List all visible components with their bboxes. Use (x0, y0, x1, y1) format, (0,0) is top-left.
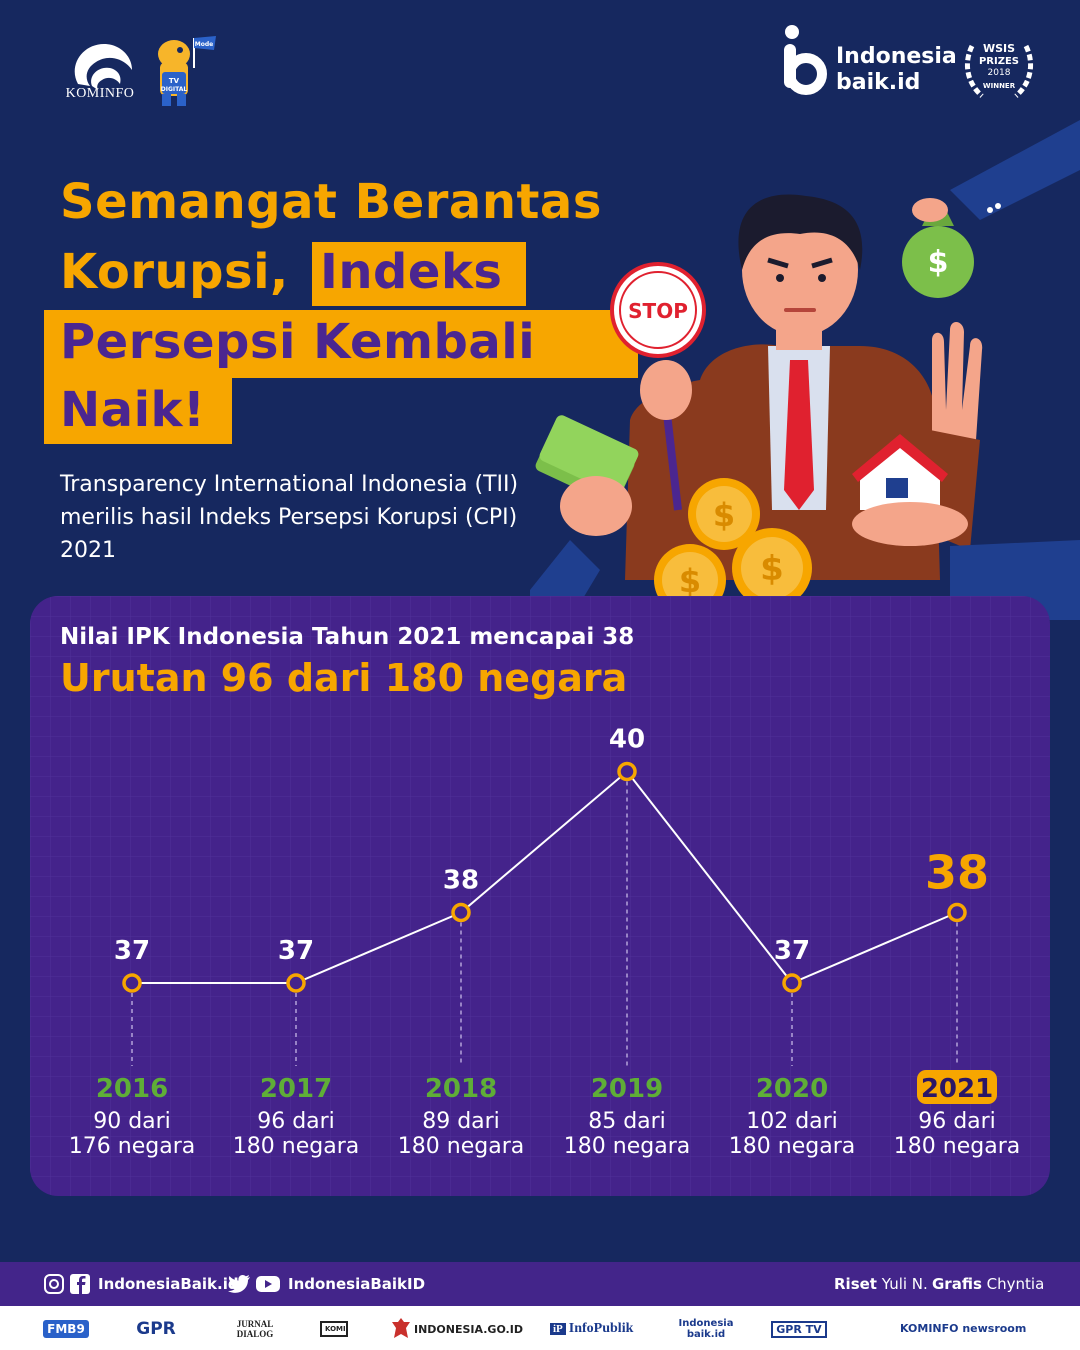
credit-riset-name: Yuli N. (881, 1275, 928, 1293)
brand-wordmark: Indonesia baik.id (836, 44, 957, 96)
footer-bar (0, 1262, 1080, 1306)
credit-grafis-name: Chyntia (986, 1275, 1045, 1293)
title-line-4: Naik! (60, 382, 206, 438)
instagram-facebook-icons (44, 1274, 90, 1294)
kominfo-logo-icon (74, 44, 132, 90)
raised-hand (932, 321, 983, 455)
partner-strip (0, 1306, 1080, 1350)
indonesiabaik-logo-icon (784, 25, 827, 95)
title-highlight-3 (44, 378, 232, 444)
award-text-4: WINNER (983, 82, 1016, 90)
credit-grafis-label: Grafis (932, 1275, 982, 1293)
partner-kominfo: KOMINFO (318, 1314, 350, 1344)
garuda-emblem-icon (392, 1318, 410, 1338)
necktie (784, 360, 814, 510)
credit-grafis: Grafis Chyntia (932, 1275, 1044, 1293)
social-handle-2[interactable]: IndonesiaBaikID (288, 1275, 426, 1293)
anti-bribery-illustration: $ STOP $ $ $ (530, 120, 1080, 620)
title-highlight-2 (44, 310, 638, 378)
chart-subtitle: Nilai IPK Indonesia Tahun 2021 mencapai … (60, 624, 635, 650)
tv-digital-mascot-icon: TV DIGITAL Mode (158, 36, 216, 106)
partner-infopublik: iP InfoPublik (550, 1314, 634, 1344)
twitter-icon (228, 1274, 250, 1293)
partner-indonesia-go-id: INDONESIA.GO.ID (414, 1322, 523, 1336)
svg-text:TV: TV (169, 77, 180, 85)
svg-text:Mode: Mode (195, 41, 213, 48)
credit-riset-label: Riset (834, 1275, 877, 1293)
credit-riset: Riset Yuli N. (834, 1275, 928, 1293)
svg-text:$: $ (679, 562, 701, 600)
kominfo-label: KOMINFO (65, 86, 135, 101)
title-highlight-1 (312, 242, 526, 306)
award-text-1: WSIS (983, 42, 1015, 55)
title-line-1: Semangat Berantas (60, 174, 602, 230)
intro-text: Transparency International Indonesia (TI… (60, 472, 519, 563)
stop-sign-icon (610, 262, 706, 358)
partner-kominfo-newsroom: KOMINFO newsroom (900, 1322, 1027, 1335)
partner-indonesiabaik: Indonesia baik.id (678, 1318, 734, 1340)
svg-text:$: $ (713, 496, 735, 534)
partner-gpr-tv: GPR TV (770, 1314, 828, 1344)
award-text-2: PRIZES (979, 56, 1019, 67)
partner-fmb9: FMB9 (38, 1314, 94, 1344)
man-hair (738, 194, 863, 270)
title-line-3: Persepsi Kembali (60, 314, 536, 370)
partner-gpr: GPR (136, 1319, 176, 1339)
chart-title: Urutan 96 dari 180 negara (60, 656, 628, 700)
money-bag-dollar: $ (928, 245, 949, 280)
coin-stack-icon: $ $ $ (654, 478, 812, 616)
brand-line-1: Indonesia (836, 44, 957, 69)
brand-line-2: baik.id (836, 70, 921, 95)
instagram-icon (44, 1274, 64, 1294)
award-text-3: 2018 (988, 68, 1011, 78)
wsis-award-laurel-icon: WSIS PRIZES 2018 WINNER (964, 42, 1034, 98)
stop-sign-text: STOP (628, 299, 688, 323)
man-face (742, 204, 858, 336)
svg-text:$: $ (760, 549, 784, 589)
social-handle-1[interactable]: IndonesiaBaik.id (98, 1275, 239, 1293)
title-line-2a: Korupsi, (60, 244, 289, 300)
infopublik-icon: iP (550, 1323, 566, 1335)
partner-jurnal-dialog: JURNAL DIALOG (236, 1319, 274, 1339)
twitter-youtube-icons (228, 1274, 280, 1293)
money-bag-icon (902, 226, 974, 298)
title-line-2b: Indeks (320, 244, 503, 300)
sleeve-top-right (950, 120, 1080, 220)
svg-text:DIGITAL: DIGITAL (161, 86, 188, 93)
